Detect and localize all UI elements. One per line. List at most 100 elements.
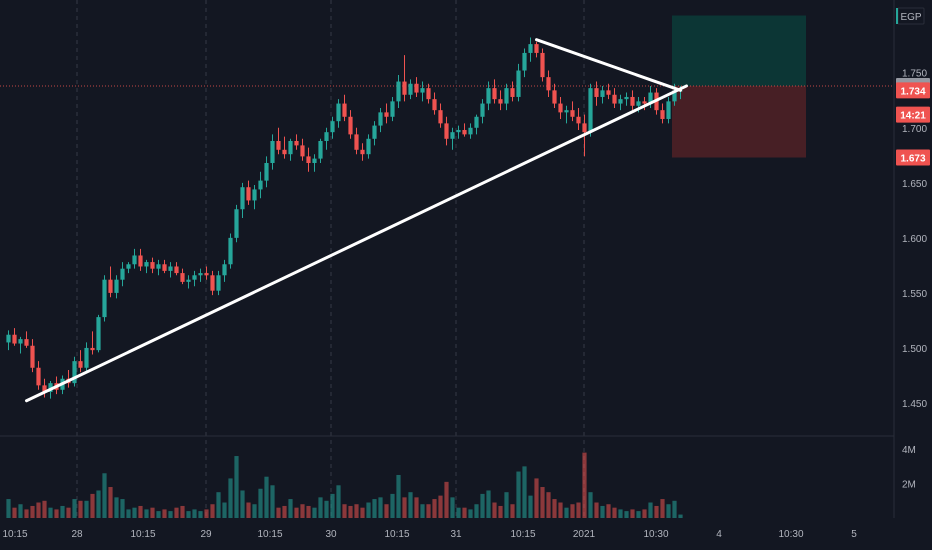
time-tick-label: 10:30	[778, 529, 803, 540]
volume-bar	[498, 505, 503, 518]
volume-bar	[564, 507, 569, 518]
candle-body	[228, 237, 233, 265]
loss-zone	[672, 85, 806, 158]
candle-body	[336, 103, 341, 122]
time-tick-label: 10:15	[384, 529, 409, 540]
volume-bar	[30, 505, 35, 518]
candle-body	[138, 255, 143, 267]
volume-bar	[234, 456, 239, 518]
volume-bar	[156, 511, 161, 518]
volume-bar	[108, 487, 113, 518]
time-axis[interactable]: 10:15 28 10:15 29 10:15 30 10:15 31 10:15 2021 10:…	[2, 529, 857, 540]
volume-bar	[432, 499, 437, 518]
volume-bar	[312, 507, 317, 518]
candle-body	[90, 347, 95, 351]
volume-bar	[264, 476, 269, 518]
candle-body	[264, 163, 269, 181]
volume-bar	[228, 478, 233, 518]
candle-body	[294, 140, 299, 146]
currency-label[interactable]: EGP	[896, 7, 925, 25]
volume-bar	[258, 488, 263, 518]
volume-bar	[96, 490, 101, 518]
volume-bar	[66, 507, 71, 518]
candle-body	[258, 180, 263, 190]
candle-body	[114, 279, 119, 293]
volume-bar	[78, 500, 83, 518]
candle-body	[504, 88, 509, 104]
candle-body	[276, 140, 281, 150]
candle-body	[354, 134, 359, 150]
time-tick-label: 28	[71, 529, 83, 540]
volume-bar	[198, 511, 203, 518]
candle-body	[6, 334, 11, 343]
volume-bar	[372, 499, 377, 518]
volume-bar	[48, 507, 53, 518]
volume-bar	[534, 478, 539, 518]
candle-body	[480, 103, 485, 117]
volume-bar	[348, 505, 353, 518]
volume-bar	[276, 507, 281, 518]
volume-bar	[594, 502, 599, 518]
volume-bar	[630, 509, 635, 518]
volume-bar	[72, 499, 77, 518]
volume-bar	[246, 502, 251, 518]
candle-body	[510, 88, 515, 97]
candle-body	[618, 99, 623, 104]
volume-bar	[486, 490, 491, 518]
candle-body	[168, 266, 173, 271]
price-tick-label: 1.600	[902, 234, 927, 245]
candle-body	[12, 334, 17, 344]
volume-bar	[138, 505, 143, 518]
candle-body	[300, 145, 305, 157]
candle-body	[84, 347, 89, 368]
candle-body	[372, 125, 377, 139]
candle-body	[102, 279, 107, 318]
volume-bar	[666, 504, 671, 518]
candles	[6, 37, 683, 399]
volume-bar	[678, 514, 683, 518]
volume-axis: 4M 2M	[902, 445, 916, 490]
volume-bar	[426, 504, 431, 518]
candle-body	[438, 110, 443, 124]
price-tag-text: 14:21	[900, 111, 926, 122]
volume-bar	[36, 502, 41, 518]
candle-body	[30, 345, 35, 368]
volume-bar	[12, 507, 17, 518]
price-tag-text: 1.734	[900, 86, 925, 97]
volume-bar	[504, 492, 509, 518]
candle-body	[18, 339, 23, 344]
candle-body	[348, 116, 353, 135]
candle-body	[648, 92, 653, 104]
volume-bar	[330, 493, 335, 518]
candle-body	[174, 266, 179, 274]
candle-body	[552, 90, 557, 104]
candle-body	[414, 83, 419, 93]
candle-body	[540, 52, 545, 78]
candle-body	[240, 187, 245, 210]
volume-bar	[318, 497, 323, 518]
candle-body	[594, 88, 599, 97]
time-tick-label: 30	[325, 529, 337, 540]
volume-bar	[324, 500, 329, 518]
candle-body	[660, 110, 665, 119]
price-axis[interactable]: 1.750 1.700 1.650 1.600 1.550 1.500 1.450	[902, 69, 927, 410]
volume-bar	[18, 504, 23, 518]
candle-body	[486, 88, 491, 104]
trendlines[interactable]	[25, 38, 688, 403]
volume-bar	[480, 493, 485, 518]
candle-body	[390, 101, 395, 117]
candle-body	[588, 88, 593, 133]
candle-body	[396, 81, 401, 102]
candle-body	[132, 255, 137, 265]
candle-body	[330, 121, 335, 133]
candle-body	[492, 88, 497, 100]
volume-bar	[600, 505, 605, 518]
candle-body	[48, 383, 53, 392]
candle-body	[420, 88, 425, 93]
candle-body	[564, 110, 569, 113]
volume-bar	[450, 497, 455, 518]
volume-bar	[660, 499, 665, 518]
candle-body	[42, 385, 47, 392]
